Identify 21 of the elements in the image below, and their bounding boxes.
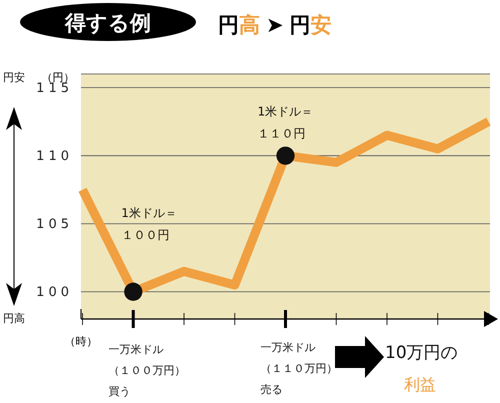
chart-title: 得する例 [64,11,151,35]
text: 買う [108,385,130,398]
annotation: １１０円 [258,126,306,141]
y-tick-label: 110 [36,148,73,164]
annotation: 1米ドル＝ [121,206,177,220]
text: 一万米ドル [108,343,164,356]
chart-subtitle: 円高 ➤ 円安 [218,13,332,37]
x-axis-title: （時） [64,335,98,348]
y-tick-label: 100 [36,284,73,300]
text: 売る [260,383,282,396]
text: 一万米ドル [260,341,316,354]
y-tick-label: 105 [36,216,73,232]
text: 円安 [3,71,25,84]
annotation: 1米ドル＝ [258,104,314,119]
text: 利益 [404,375,436,394]
text: （１１０万円） [260,362,338,375]
text: （１００万円） [108,364,186,377]
text: 10万円の [385,343,458,363]
y-axis-title: （円） [42,71,74,84]
annotation: １００円 [121,228,170,242]
text: 円高 [3,312,25,325]
